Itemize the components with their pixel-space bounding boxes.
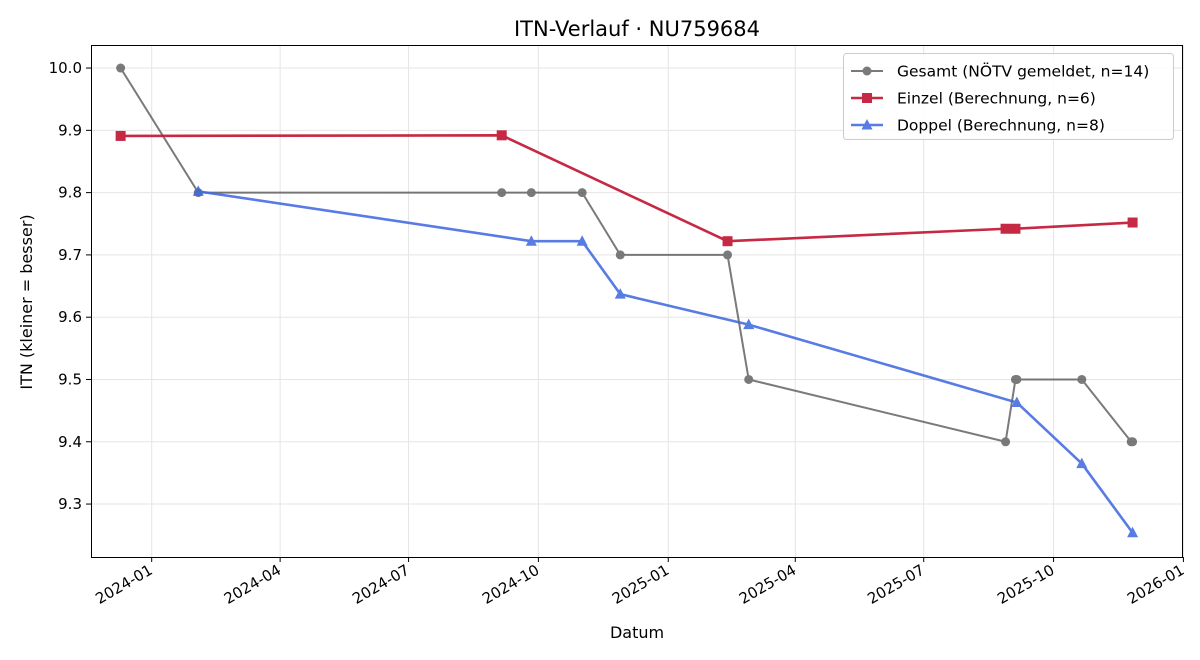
data-point-gesamt bbox=[526, 188, 536, 198]
data-point-gesamt bbox=[116, 63, 126, 73]
series-line-doppel bbox=[198, 190, 1134, 534]
data-point-gesamt bbox=[723, 250, 733, 260]
series-line-gesamt bbox=[119, 67, 1133, 443]
data-point-einzel bbox=[722, 236, 733, 247]
legend-label: Doppel (Berechnung, n=8) bbox=[897, 117, 1105, 135]
legend-marker bbox=[862, 93, 872, 103]
legend-item-gesamt bbox=[851, 66, 883, 76]
legend-entries: Gesamt (NÖTV gemeldet, n=14) Einzel (Bere… bbox=[851, 62, 1149, 135]
legend-label: Einzel (Berechnung, n=6) bbox=[897, 90, 1096, 108]
y-tick-label: 9.7 bbox=[58, 246, 82, 264]
data-point-gesamt bbox=[1128, 437, 1138, 447]
data-point-doppel bbox=[614, 288, 626, 299]
data-point-doppel bbox=[192, 185, 204, 196]
data-point-doppel bbox=[743, 318, 755, 330]
chart-title: ITN-Verlauf · NU759684 bbox=[514, 17, 760, 41]
legend-marker bbox=[862, 66, 872, 76]
y-tick-label: 9.3 bbox=[58, 495, 82, 513]
data-point-einzel bbox=[1010, 223, 1021, 234]
data-point-einzel bbox=[1000, 223, 1011, 234]
data-point-gesamt bbox=[497, 188, 507, 198]
legend-item-einzel bbox=[851, 93, 883, 103]
y-axis-label: ITN (kleiner = besser) bbox=[17, 214, 36, 389]
y-tick-label: 10.0 bbox=[49, 59, 82, 77]
data-point-gesamt bbox=[1012, 374, 1022, 384]
data-point-einzel bbox=[1127, 217, 1138, 228]
y-tick-label: 9.8 bbox=[58, 184, 82, 202]
y-tick-label: 9.9 bbox=[58, 121, 82, 139]
y-tick-label: 9.4 bbox=[58, 433, 82, 451]
legend: Gesamt (NÖTV gemeldet, n=14) Einzel (Bere… bbox=[843, 53, 1174, 140]
series-line-einzel bbox=[120, 134, 1133, 243]
data-point-doppel bbox=[1127, 526, 1139, 538]
y-tick-label: 9.5 bbox=[58, 370, 82, 388]
data-point-doppel bbox=[525, 235, 537, 246]
data-point-gesamt bbox=[577, 188, 587, 198]
y-tick-label: 9.6 bbox=[58, 308, 82, 326]
plot-frame bbox=[91, 45, 1183, 558]
data-point-doppel bbox=[576, 235, 588, 246]
data-point-einzel bbox=[115, 130, 126, 141]
data-point-gesamt bbox=[615, 250, 625, 260]
y-axis-ticks: 9.3 9.4 9.5 9.6 9.7 9.8 9.9 10.0 bbox=[49, 59, 91, 513]
data-point-gesamt bbox=[1077, 374, 1087, 384]
series-doppel bbox=[192, 185, 1139, 538]
data-point-einzel bbox=[496, 130, 507, 141]
data-point-doppel bbox=[1076, 457, 1088, 469]
legend-marker bbox=[861, 119, 873, 130]
data-point-doppel bbox=[1011, 396, 1023, 408]
legend-item-doppel bbox=[851, 119, 883, 130]
series-einzel bbox=[115, 130, 1138, 247]
data-point-gesamt bbox=[1001, 437, 1011, 447]
legend-label: Gesamt (NÖTV gemeldet, n=14) bbox=[897, 62, 1149, 81]
data-point-gesamt bbox=[744, 374, 754, 384]
series-layer bbox=[115, 63, 1139, 538]
x-axis-label: Datum bbox=[610, 623, 664, 642]
legend-box bbox=[843, 53, 1174, 140]
